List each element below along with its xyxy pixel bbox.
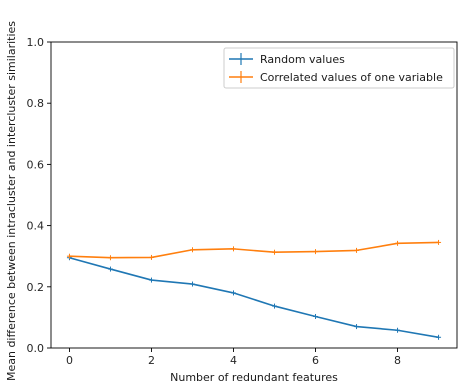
legend-label: Random values (260, 53, 345, 66)
series-line (69, 241, 439, 259)
legend: Random values Correlated values of one va… (223, 47, 455, 89)
y-tick-label: 0.4 (27, 220, 45, 233)
y-tick-label: 0.2 (27, 281, 45, 294)
x-axis-label: Number of redundant features (170, 371, 338, 384)
legend-item-2: Correlated values of one variable (229, 71, 443, 84)
x-tick-label: 0 (66, 354, 73, 367)
series-line (69, 256, 439, 339)
y-tick-label: 0.6 (27, 158, 45, 171)
legend-box (223, 47, 455, 89)
x-tick-label: 2 (148, 354, 155, 367)
x-tick-label: 8 (394, 354, 401, 367)
x-axis: 0 2 4 6 8 (66, 348, 401, 367)
plot-frame (50, 41, 458, 349)
series-2 (66, 239, 442, 261)
y-tick-label: 0.0 (27, 342, 45, 355)
y-axis-label: Mean difference between intracluster and… (5, 21, 18, 381)
plot-border (50, 41, 458, 349)
legend-label: Correlated values of one variable (260, 71, 443, 84)
series-1 (66, 255, 442, 340)
y-axis: 0.0 0.2 0.4 0.6 0.8 1.0 (27, 36, 51, 355)
x-tick-label: 4 (230, 354, 237, 367)
y-tick-label: 1.0 (27, 36, 45, 49)
y-tick-label: 0.8 (27, 97, 45, 110)
x-tick-label: 6 (312, 354, 319, 367)
legend-item-1: Random values (229, 53, 345, 66)
series-layer (66, 239, 442, 340)
